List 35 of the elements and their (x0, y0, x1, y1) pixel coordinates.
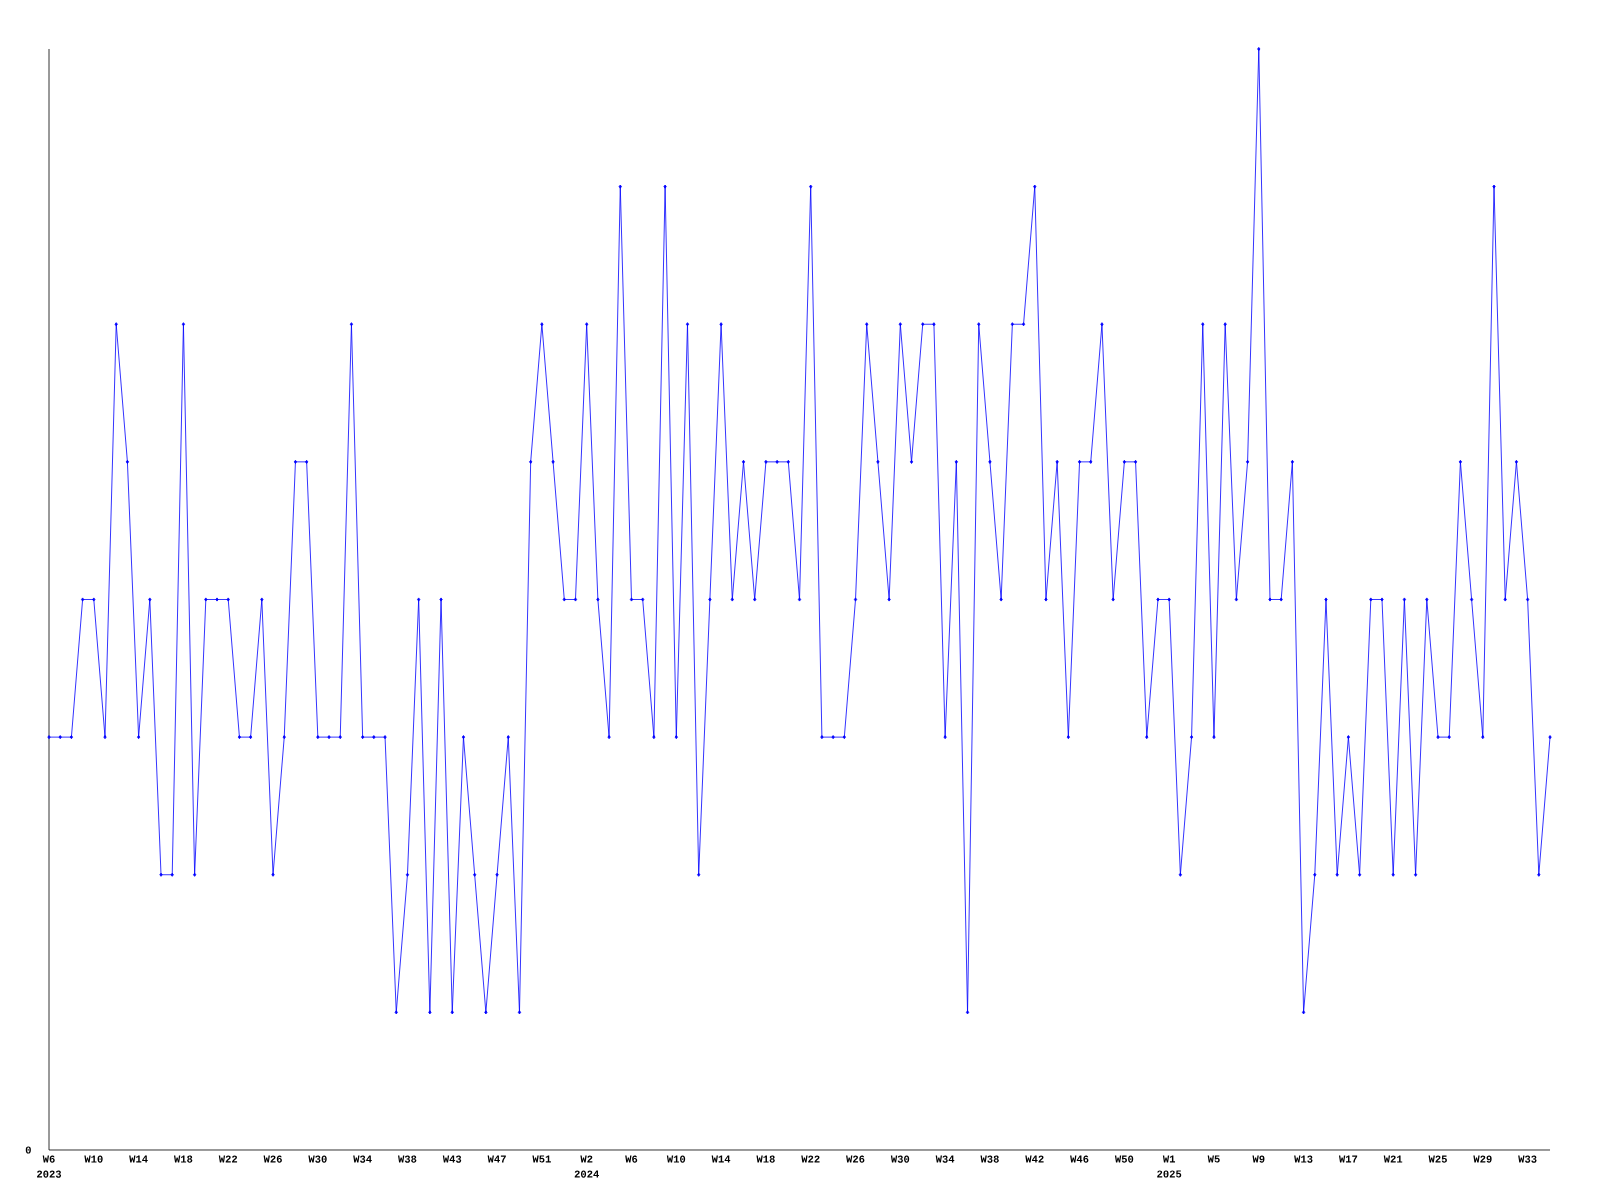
x-tick-label: W5 (1207, 1155, 1220, 1163)
x-tick-label: W51 (532, 1155, 551, 1163)
x-tick-label: W6 2023 (37, 1155, 62, 1178)
x-tick-label: W18 (173, 1155, 193, 1163)
x-tick-label: W9 (1252, 1155, 1265, 1163)
x-tick-label: W30 (308, 1155, 327, 1163)
x-tick-label: W34 (353, 1155, 372, 1163)
x-tick-label: W13 (1294, 1155, 1313, 1163)
x-tick-label: W10 (84, 1155, 103, 1163)
x-tick-label: W50 (1114, 1155, 1134, 1163)
x-tick-label: W43 (442, 1155, 462, 1163)
x-tick-label: W30 (890, 1155, 910, 1163)
x-tick-label: W29 (1473, 1155, 1492, 1163)
x-tick-label: W26 (263, 1155, 282, 1163)
x-tick-label: W46 (1070, 1155, 1089, 1163)
x-tick-label: W47 (487, 1155, 506, 1163)
x-tick-label: W14 (711, 1155, 731, 1163)
x-tick-label: W10 (666, 1155, 686, 1163)
x-tick-label: W22 (801, 1155, 820, 1163)
x-tick-label: W26 (846, 1155, 865, 1163)
x-tick-label: W38 (980, 1155, 999, 1163)
x-tick-label: W33 (1518, 1155, 1537, 1163)
x-tick-label: W1 2025 (1157, 1155, 1182, 1178)
x-tick-label: W21 (1383, 1155, 1403, 1163)
text: 0 (25, 1146, 31, 1154)
x-tick-label: W17 (1338, 1155, 1358, 1163)
x-tick-label: W2 2024 (574, 1155, 599, 1178)
x-tick-label: W22 (218, 1155, 238, 1163)
x-tick-label: W42 (1025, 1155, 1044, 1163)
x-tick-label: W18 (756, 1155, 775, 1163)
x-tick-label: W34 (935, 1155, 955, 1163)
x-tick-label: W38 (398, 1155, 417, 1163)
x-tick-label: W6 (625, 1155, 638, 1163)
x-tick-label: W14 (129, 1155, 148, 1163)
x-tick-label: W25 (1428, 1155, 1447, 1163)
